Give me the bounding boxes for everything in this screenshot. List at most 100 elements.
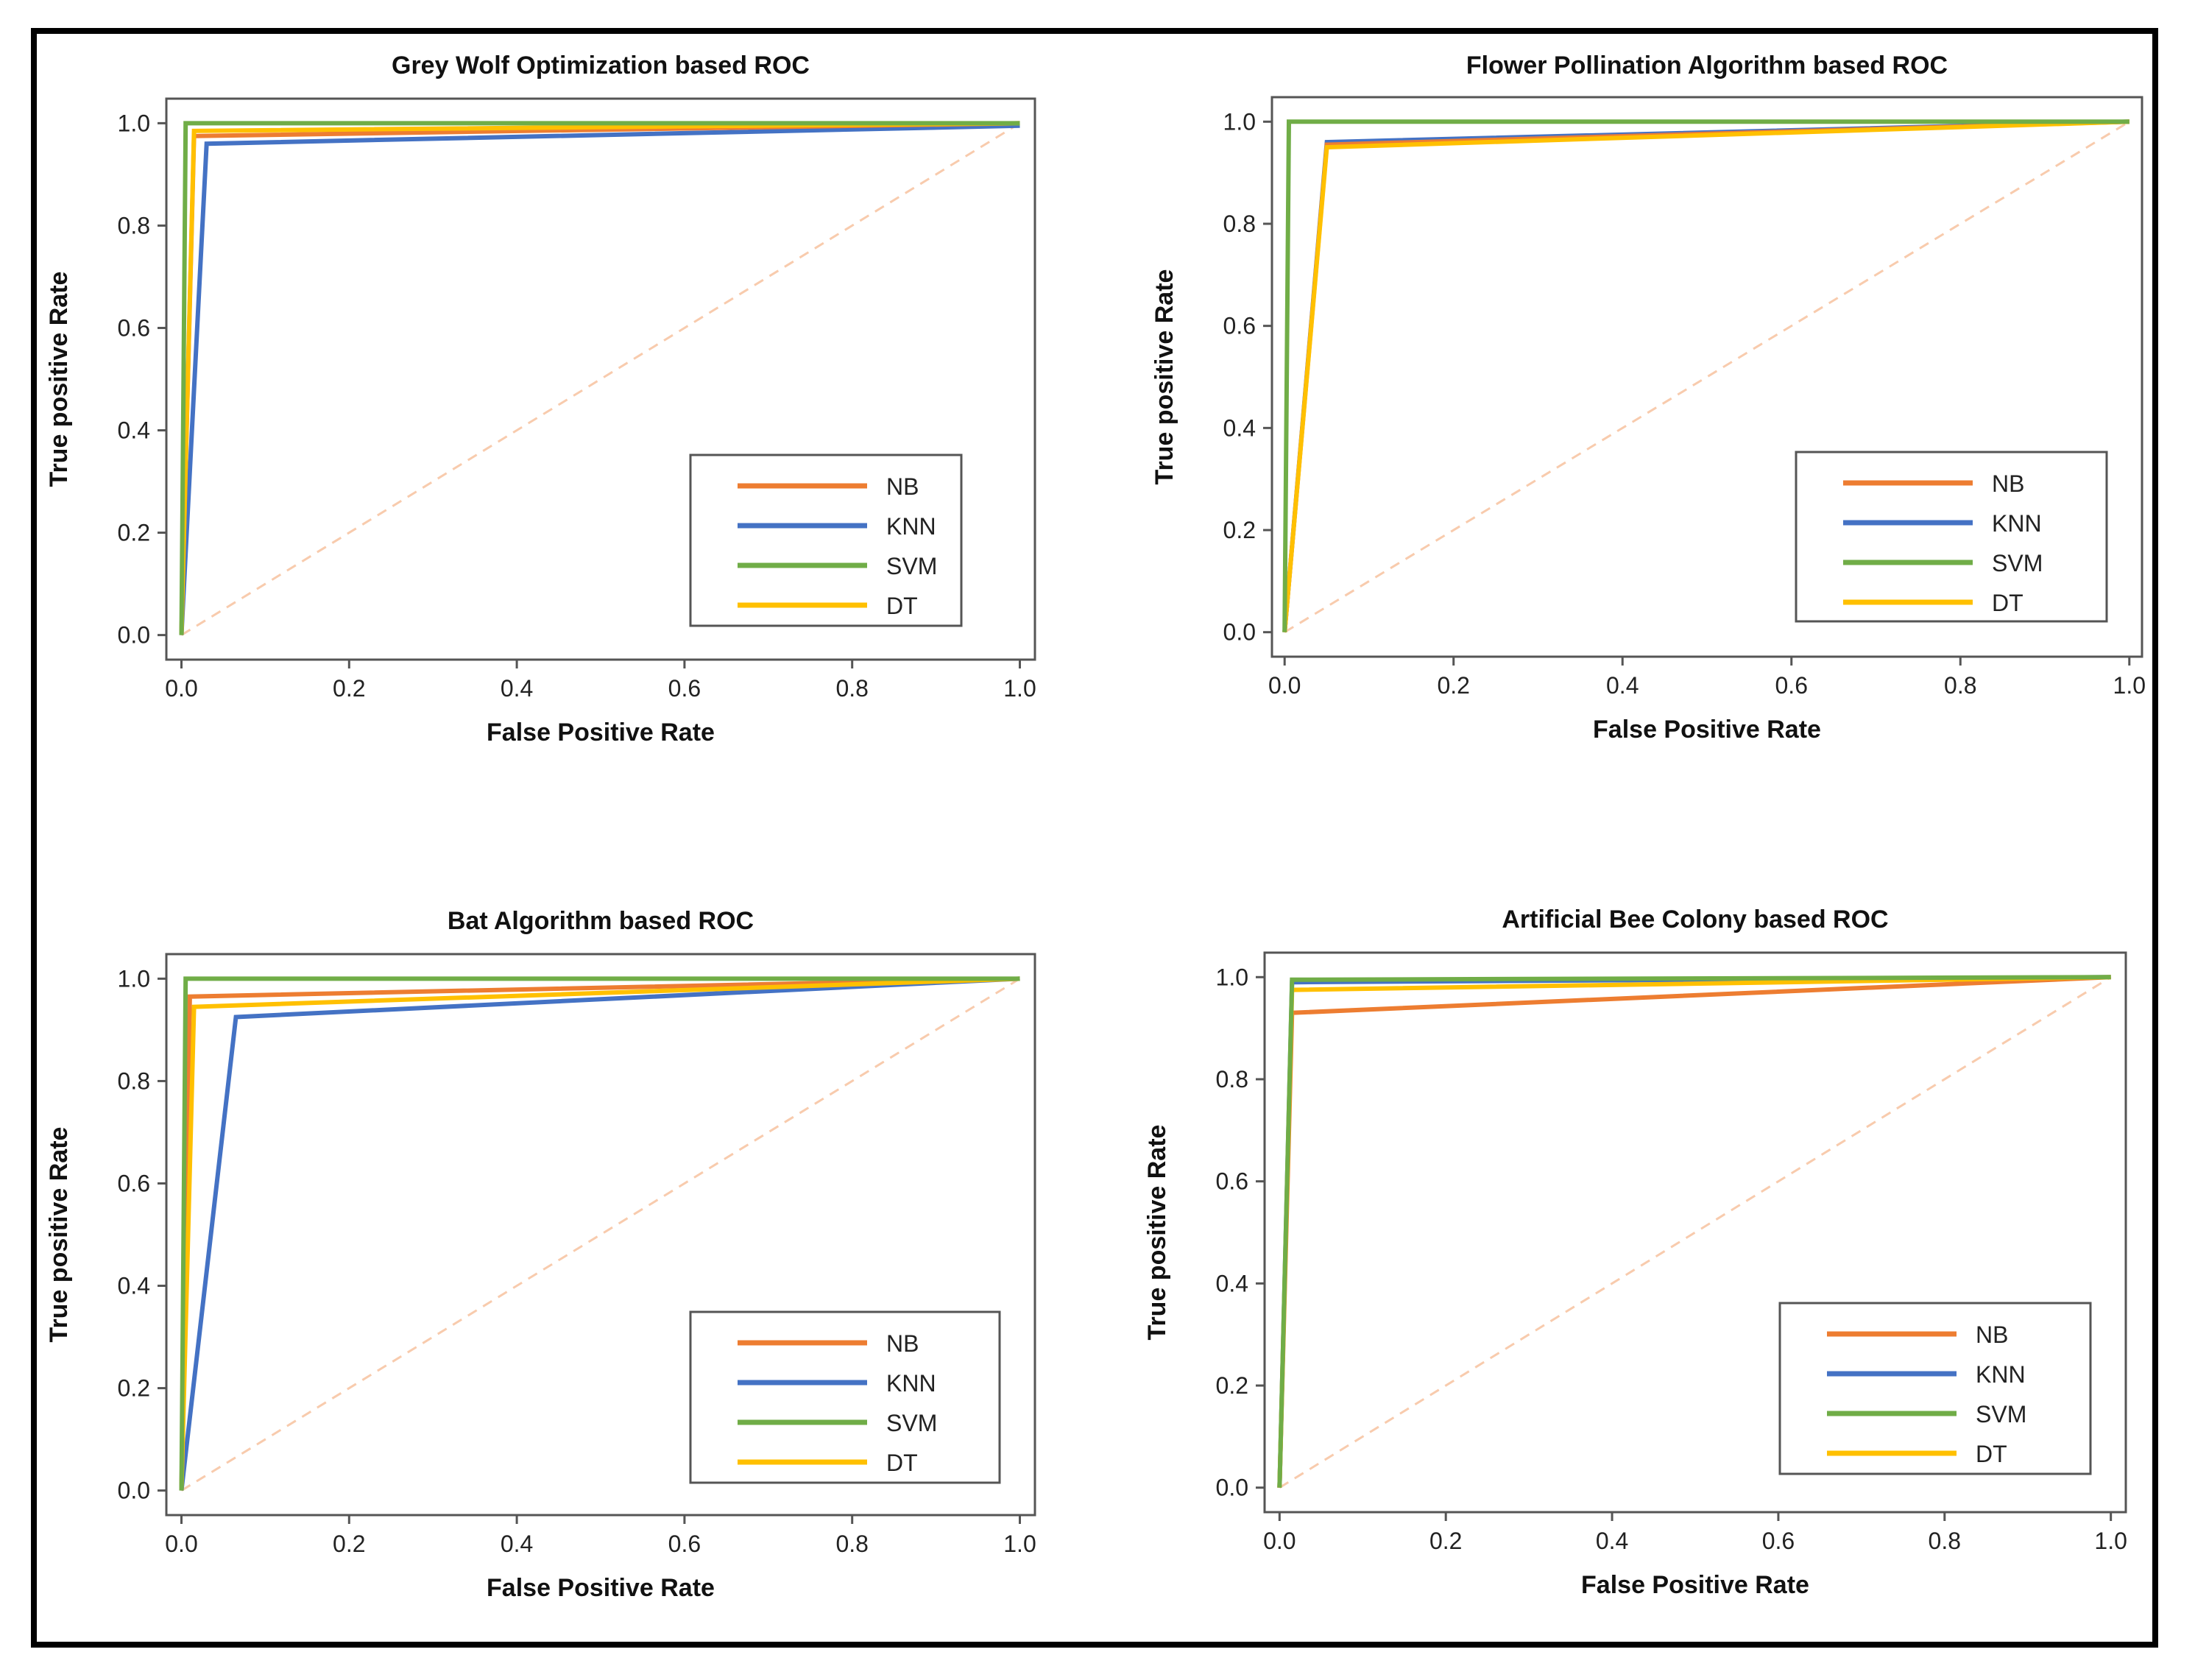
series-line-svm bbox=[1282, 119, 2129, 632]
legend-box bbox=[689, 453, 963, 627]
y-tick-label: 0.6 bbox=[1223, 313, 1256, 339]
x-tick-label: 1.0 bbox=[1003, 675, 1036, 702]
y-tick-label: 0.6 bbox=[1216, 1168, 1248, 1195]
y-tick-label: 0.0 bbox=[118, 1478, 150, 1504]
y-tick-label: 0.2 bbox=[118, 1375, 150, 1402]
x-tick-label: 0.2 bbox=[333, 675, 365, 702]
y-tick-label: 1.0 bbox=[118, 965, 150, 992]
x-tick-label: 1.0 bbox=[2094, 1528, 2127, 1554]
legend-label-knn: KNN bbox=[1992, 510, 2042, 537]
y-tick-label: 0.2 bbox=[118, 520, 150, 546]
y-tick-label: 0.0 bbox=[1216, 1475, 1248, 1501]
y-tick-label: 0.4 bbox=[118, 1273, 150, 1299]
legend-label-svm: SVM bbox=[1976, 1401, 2026, 1427]
chance-diagonal-line bbox=[180, 122, 1021, 636]
y-tick-label: 0.4 bbox=[1223, 414, 1256, 441]
legend-box bbox=[1778, 1302, 2092, 1475]
x-axis-label: False Positive Rate bbox=[487, 1574, 715, 1602]
y-tick-label: 0.8 bbox=[118, 1067, 150, 1094]
y-tick-label: 0.8 bbox=[118, 212, 150, 239]
x-tick-label: 0.2 bbox=[1429, 1528, 1462, 1554]
x-axis-label: False Positive Rate bbox=[1593, 716, 1821, 744]
series-line-svm bbox=[179, 121, 1020, 635]
legend-label-nb: NB bbox=[1992, 470, 2024, 497]
legend-label-dt: DT bbox=[886, 1450, 918, 1476]
legend-box bbox=[689, 1310, 1001, 1484]
legend: NB KNN SVM DT bbox=[1795, 451, 2108, 623]
y-axis-label: True positive Rate bbox=[45, 1127, 73, 1343]
x-tick-label: 0.8 bbox=[835, 675, 868, 702]
chart-title: Artificial Bee Colony based ROC bbox=[1502, 906, 1888, 933]
roc-panel-2: Flower Pollination Algorithm based ROC 0.… bbox=[1150, 52, 2146, 744]
series-line-svm bbox=[1277, 975, 2111, 1488]
chance-diagonal-line bbox=[1284, 121, 2130, 633]
legend: NB KNN SVM DT bbox=[1778, 1302, 2092, 1475]
y-tick-label: 1.0 bbox=[118, 110, 150, 136]
legend: NB KNN SVM DT bbox=[689, 453, 963, 627]
series-line-knn bbox=[179, 123, 1020, 635]
legend-label-nb: NB bbox=[886, 473, 919, 500]
x-tick-label: 0.2 bbox=[333, 1531, 365, 1557]
roc-panel-4: Artificial Bee Colony based ROC 0.0 0.2 0.4… bbox=[1143, 906, 2127, 1599]
y-tick-label: 0.4 bbox=[1216, 1270, 1248, 1296]
series-line-dt bbox=[179, 976, 1020, 1491]
legend-label-nb: NB bbox=[1976, 1321, 2008, 1348]
y-tick-label: 1.0 bbox=[1223, 108, 1256, 135]
y-axis-label: True positive Rate bbox=[1143, 1125, 1171, 1341]
legend-label-svm: SVM bbox=[1992, 550, 2043, 576]
legend-label-knn: KNN bbox=[886, 513, 936, 540]
x-tick-label: 1.0 bbox=[2113, 672, 2146, 699]
x-tick-label: 0.6 bbox=[668, 1531, 701, 1557]
series-line-svm bbox=[179, 976, 1020, 1491]
legend-label-knn: KNN bbox=[1976, 1361, 2026, 1388]
x-tick-label: 0.0 bbox=[165, 1531, 197, 1557]
x-tick-label: 0.0 bbox=[1263, 1528, 1296, 1554]
legend-label-knn: KNN bbox=[886, 1370, 936, 1397]
roc-panel-3: Bat Algorithm based ROC 0.0 0.2 0.4 0.6 0.8 1.… bbox=[45, 907, 1036, 1602]
legend-label-dt: DT bbox=[886, 593, 918, 619]
legend-label-dt: DT bbox=[1992, 590, 2023, 616]
chart-title: Flower Pollination Algorithm based ROC bbox=[1466, 52, 1948, 80]
chance-diagonal-line bbox=[1279, 976, 2112, 1489]
x-tick-label: 0.4 bbox=[501, 1531, 533, 1557]
y-tick-label: 0.4 bbox=[118, 417, 150, 444]
y-tick-label: 0.6 bbox=[118, 1170, 150, 1196]
y-tick-label: 1.0 bbox=[1216, 964, 1248, 990]
y-tick-label: 0.6 bbox=[118, 314, 150, 341]
series-line-dt bbox=[1282, 119, 2129, 632]
legend-label-svm: SVM bbox=[886, 553, 937, 579]
y-tick-label: 0.2 bbox=[1223, 517, 1256, 543]
series-line-knn bbox=[179, 976, 1020, 1491]
legend-label-nb: NB bbox=[886, 1330, 919, 1357]
y-tick-label: 0.8 bbox=[1216, 1066, 1248, 1093]
x-axis-label: False Positive Rate bbox=[487, 719, 715, 747]
x-tick-label: 0.0 bbox=[165, 675, 197, 702]
chart-title: Grey Wolf Optimization based ROC bbox=[392, 52, 810, 80]
x-tick-label: 0.0 bbox=[1268, 672, 1301, 699]
x-tick-label: 0.6 bbox=[1775, 672, 1808, 699]
x-tick-label: 0.4 bbox=[501, 675, 533, 702]
x-tick-label: 0.4 bbox=[1606, 672, 1639, 699]
legend-box bbox=[1795, 451, 2108, 623]
roc-panel-1: Grey Wolf Optimization based ROC 0.0 0.2 0.… bbox=[45, 52, 1036, 747]
x-tick-label: 0.4 bbox=[1596, 1528, 1628, 1554]
chance-diagonal-line bbox=[180, 978, 1021, 1492]
y-tick-label: 0.2 bbox=[1216, 1372, 1248, 1399]
x-tick-label: 0.8 bbox=[1944, 672, 1976, 699]
series-line-dt bbox=[179, 121, 1020, 635]
y-axis-label: True positive Rate bbox=[45, 272, 73, 487]
legend: NB KNN SVM DT bbox=[689, 1310, 1001, 1484]
legend-label-svm: SVM bbox=[886, 1410, 937, 1436]
x-tick-label: 1.0 bbox=[1003, 1531, 1036, 1557]
x-tick-label: 0.2 bbox=[1437, 672, 1469, 699]
x-tick-label: 0.6 bbox=[1762, 1528, 1795, 1554]
x-tick-label: 0.8 bbox=[835, 1531, 868, 1557]
x-tick-label: 0.6 bbox=[668, 675, 701, 702]
x-tick-label: 0.8 bbox=[1929, 1528, 1961, 1554]
y-axis-label: True positive Rate bbox=[1150, 269, 1178, 485]
chart-title: Bat Algorithm based ROC bbox=[448, 907, 754, 935]
y-tick-label: 0.0 bbox=[118, 622, 150, 649]
y-tick-label: 0.0 bbox=[1223, 619, 1256, 646]
